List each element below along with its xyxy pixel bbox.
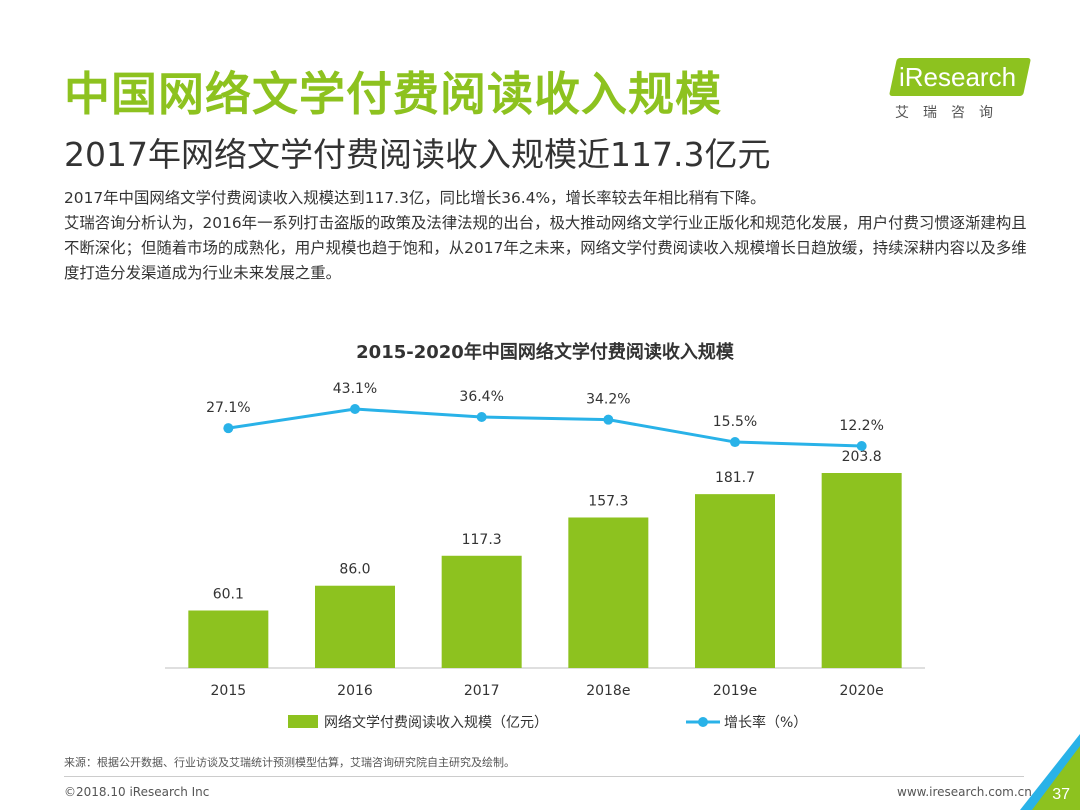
summary-text: 2017年中国网络文学付费阅读收入规模达到117.3亿，同比增长36.4%，增长… [64,186,1029,286]
bar-2017 [441,555,522,668]
growth-label-2015: 27.1% [206,400,250,416]
bar-label-2020e: 203.8 [842,449,882,465]
growth-point-2017 [476,412,487,423]
website-link[interactable]: www.iresearch.com.cn [897,785,1032,799]
bar-2019e [695,494,775,668]
bar-label-2015: 60.1 [213,586,244,602]
logo-cn-name: 艾瑞咨询 [895,105,1007,121]
copyright: ©2018.10 iResearch Inc [64,785,210,799]
page-subtitle: 2017年网络文学付费阅读收入规模近117.3亿元 [64,135,771,174]
legend-line-marker [698,717,708,727]
growth-label-2017: 36.4% [459,389,503,405]
growth-line [228,407,862,448]
summary-paragraph-1: 2017年中国网络文学付费阅读收入规模达到117.3亿，同比增长36.4%，增长… [64,189,766,207]
bar-label-2018e: 157.3 [588,493,628,509]
page-title: 中国网络文学付费阅读收入规模 [64,67,722,121]
chart-title: 2015-2020年中国网络文学付费阅读收入规模 [356,341,735,363]
legend-line-label: 增长率（%） [724,714,807,731]
corner-decoration [1020,734,1080,810]
revenue-chart: 2015-2020年中国网络文学付费阅读收入规模 60.1 2015 86.0 2016… [165,341,925,731]
logo-brand: iResearch [899,62,1017,92]
bar-2018e [568,517,649,668]
legend-bar-swatch [288,715,318,728]
x-tick-2018e: 2018e [586,683,630,699]
x-tick-2020e: 2020e [840,683,884,699]
x-tick-2019e: 2019e [713,683,757,699]
page-number: 37 [1052,786,1070,803]
growth-label-2019e: 15.5% [713,414,757,430]
growth-point-2020e [856,441,867,451]
growth-point-2016 [350,404,360,414]
x-tick-2017: 2017 [464,683,500,699]
summary-paragraph-2: 艾瑞咨询分析认为，2016年一系列打击盗版的政策及法律法规的出台，极大推动网络文… [64,214,1027,282]
growth-label-2018e: 34.2% [586,392,630,408]
iresearch-logo: iResearch 艾瑞咨询 [888,58,1033,121]
legend-bar-label: 网络文学付费阅读收入规模（亿元） [324,714,548,731]
bar-2015 [188,610,269,668]
growth-label-2020e: 12.2% [839,418,883,434]
growth-label-2016: 43.1% [333,381,377,397]
bar-2020e [821,473,902,668]
bar-label-2016: 86.0 [339,562,370,578]
growth-point-2018e [603,414,614,425]
growth-point-2015 [223,423,234,434]
footer-divider [64,776,1024,777]
x-tick-2016: 2016 [337,683,373,699]
source-note: 来源：根据公开数据、行业访谈及艾瑞统计预测模型估算，艾瑞咨询研究院自主研究及绘制… [64,756,515,769]
bar-label-2017: 117.3 [462,532,502,548]
x-tick-2015: 2015 [211,683,247,699]
growth-point-2019e [730,437,740,448]
bar-label-2019e: 181.7 [715,470,755,486]
bar-2016 [315,585,395,668]
